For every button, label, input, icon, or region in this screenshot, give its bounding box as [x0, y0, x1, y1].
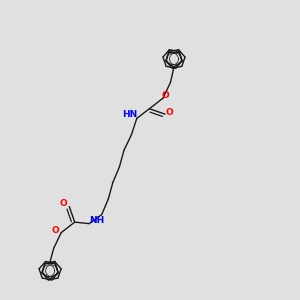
Text: O: O	[59, 199, 67, 208]
Text: HN: HN	[123, 110, 138, 119]
Text: O: O	[161, 91, 169, 100]
Text: O: O	[52, 226, 60, 235]
Text: NH: NH	[89, 216, 104, 225]
Text: O: O	[166, 108, 174, 117]
